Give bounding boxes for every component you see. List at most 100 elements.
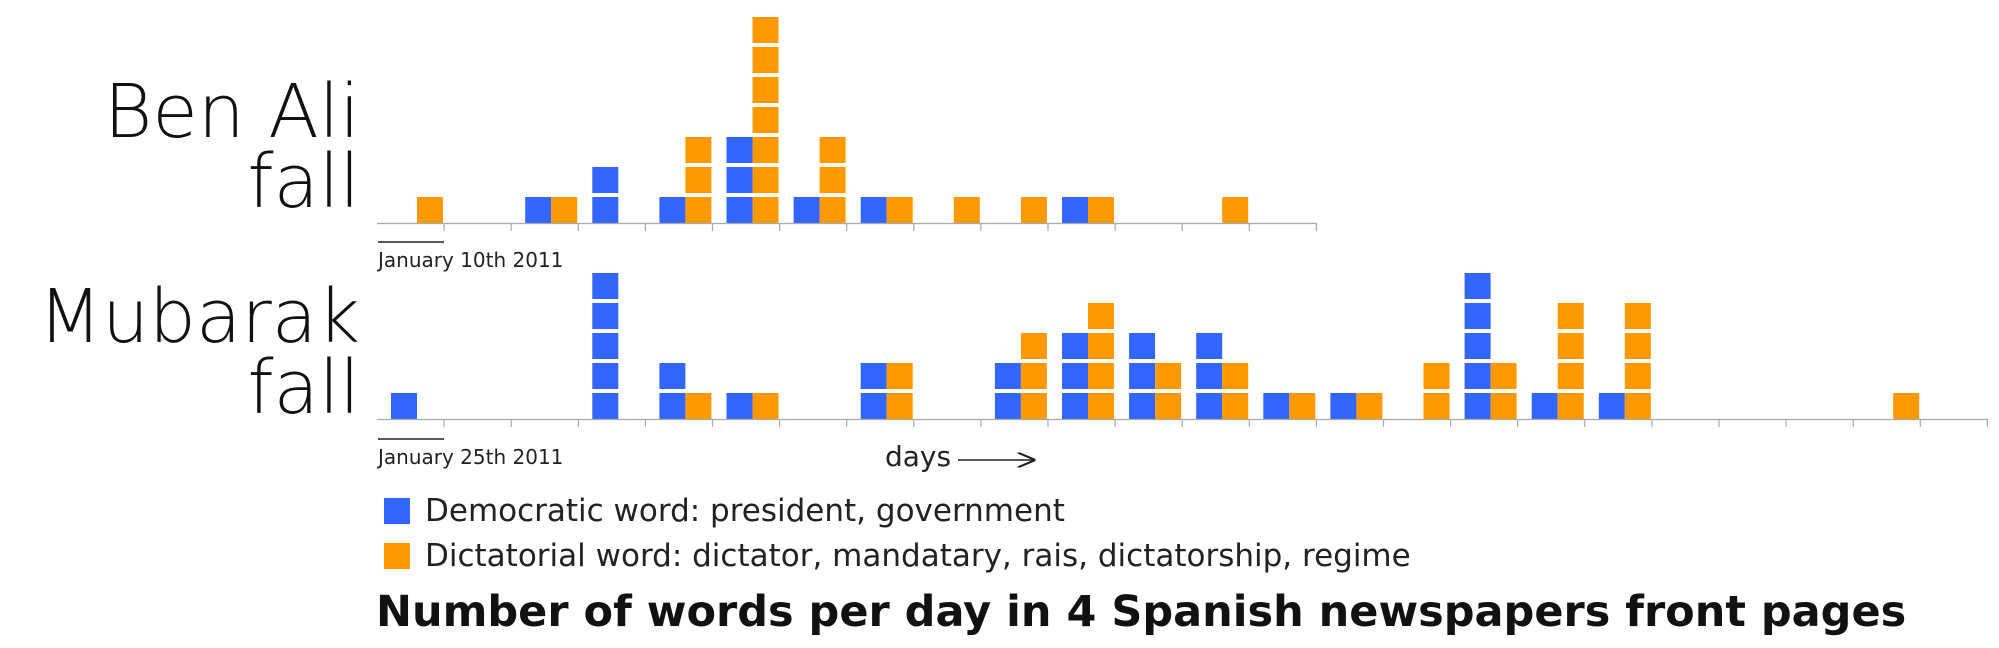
democratic-word-square [860, 363, 887, 389]
dictatorial-word-square [886, 197, 913, 223]
democratic-word-square [994, 393, 1021, 419]
dictatorial-word-square [1557, 303, 1584, 329]
dictatorial-word-square [685, 137, 712, 163]
democratic-word-square [1129, 333, 1156, 359]
dictatorial-word-square [1020, 197, 1047, 223]
dictatorial-word-square [819, 137, 846, 163]
dictatorial-word-square [1155, 393, 1182, 419]
dictatorial-word-square [1088, 363, 1114, 389]
democratic-word-square [592, 167, 619, 193]
democratic-word-square [1129, 363, 1156, 389]
dictatorial-word-square [752, 167, 779, 193]
legend-label: Dictatorial word: dictator, mandatary, r… [425, 538, 1411, 574]
dictatorial-word-square [752, 137, 779, 163]
democratic-word-square [1531, 393, 1558, 419]
dictatorial-word-square [1624, 303, 1651, 329]
dictatorial-word-square [1020, 363, 1047, 389]
panel-title-line: Mubarak [38, 274, 360, 360]
start-date-label: January 25th 2011 [376, 445, 563, 469]
dictatorial-word-square [1490, 393, 1517, 419]
dictatorial-word-square [1423, 363, 1450, 389]
dictatorial-word-square [1557, 333, 1584, 359]
democratic-word-square [391, 393, 417, 419]
democratic-word-square [1464, 333, 1491, 359]
democratic-word-square [1062, 333, 1088, 359]
dictatorial-word-square [752, 77, 779, 103]
democratic-word-square [592, 333, 619, 359]
dictatorial-word-square [1893, 393, 1920, 419]
panel-title-line: fall [247, 345, 360, 431]
dictatorial-word-square [752, 107, 779, 133]
dictatorial-word-square [1490, 363, 1517, 389]
democratic-word-square [1330, 393, 1357, 419]
dictatorial-word-square [752, 393, 779, 419]
democratic-word-square [1598, 393, 1625, 419]
legend-item: Dictatorial word: dictator, mandatary, r… [384, 538, 1411, 574]
dictatorial-word-square [1624, 393, 1651, 419]
panel-ben-ali: Ben Ali fall January 10th 2011 [104, 17, 1318, 272]
democratic-word-square [1062, 393, 1088, 419]
democratic-word-square [726, 167, 753, 193]
dictatorial-word-square [1020, 393, 1047, 419]
dictatorial-word-square [752, 47, 779, 73]
democratic-word-square [860, 393, 887, 419]
democratic-word-square [592, 363, 619, 389]
dictatorial-word-square [819, 197, 846, 223]
dictatorial-word-square [1557, 393, 1584, 419]
dictatorial-word-square [886, 393, 913, 419]
dictatorial-word-square [417, 197, 443, 223]
dictatorial-word-square [1020, 333, 1047, 359]
democratic-word-square [1196, 363, 1223, 389]
panel-title-line: Ben Ali [104, 69, 360, 155]
chart-title: Number of words per day in 4 Spanish new… [376, 587, 1906, 637]
democratic-word-square [726, 137, 753, 163]
panel-mubarak: Mubarak fall January 25th 2011 [38, 273, 1989, 469]
democratic-word-square [592, 303, 619, 329]
dictatorial-word-square [752, 17, 779, 43]
democratic-word-square [659, 197, 686, 223]
legend-swatch-dictatorial [384, 543, 410, 569]
dictatorial-word-square [752, 197, 779, 223]
dictatorial-word-square [953, 197, 980, 223]
democratic-word-square [726, 393, 753, 419]
democratic-word-square [860, 197, 887, 223]
democratic-word-square [793, 197, 820, 223]
legend-item: Democratic word: president, government [384, 493, 1065, 529]
democratic-word-square [592, 273, 619, 299]
democratic-word-square [659, 363, 686, 389]
democratic-word-square [1464, 363, 1491, 389]
dictatorial-word-square [1423, 393, 1450, 419]
dictatorial-word-square [1356, 393, 1383, 419]
dictatorial-word-square [1222, 393, 1249, 419]
democratic-word-square [726, 197, 753, 223]
democratic-word-square [1196, 333, 1223, 359]
bars-mubarak [391, 273, 1920, 419]
dictatorial-word-square [1088, 303, 1114, 329]
dictatorial-word-square [1289, 393, 1316, 419]
dictatorial-word-square [1222, 197, 1249, 223]
legend-swatch-democratic [384, 498, 410, 524]
democratic-word-square [659, 393, 686, 419]
democratic-word-square [994, 363, 1021, 389]
democratic-word-square [592, 393, 619, 419]
dictatorial-word-square [1155, 363, 1182, 389]
days-indicator: days [885, 440, 1034, 473]
democratic-word-square [1464, 393, 1491, 419]
dictatorial-word-square [1557, 363, 1584, 389]
democratic-word-square [525, 197, 552, 223]
democratic-word-square [1196, 393, 1223, 419]
dictatorial-word-square [551, 197, 578, 223]
start-date-label: January 10th 2011 [376, 248, 563, 272]
bars-ben-ali [417, 17, 1249, 223]
legend: Democratic word: president, government D… [384, 493, 1411, 574]
dictatorial-word-square [1624, 363, 1651, 389]
dictatorial-word-square [1088, 197, 1114, 223]
democratic-word-square [1263, 393, 1290, 419]
democratic-word-square [592, 197, 619, 223]
dictatorial-word-square [886, 363, 913, 389]
legend-label: Democratic word: president, government [425, 493, 1065, 529]
panel-title-line: fall [247, 139, 360, 225]
dictatorial-word-square [1624, 333, 1651, 359]
dictatorial-word-square [685, 167, 712, 193]
